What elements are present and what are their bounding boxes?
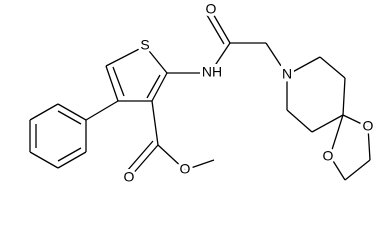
atom-label: N <box>282 66 292 82</box>
bond <box>57 110 82 125</box>
bond <box>105 65 119 102</box>
atom-labels: S NH O N O O O O <box>121 0 377 188</box>
bond <box>311 114 344 133</box>
bond <box>146 74 161 99</box>
bond <box>209 42 231 74</box>
bond <box>211 11 231 44</box>
bond <box>57 103 87 121</box>
bond <box>342 77 346 116</box>
bond <box>57 151 87 169</box>
bond <box>144 45 168 74</box>
atom-label: O <box>323 148 334 164</box>
bond <box>151 100 159 146</box>
bond <box>126 140 154 172</box>
bond <box>367 126 371 161</box>
bond <box>29 151 59 169</box>
atom-label: O <box>180 161 191 177</box>
bond <box>105 45 146 67</box>
bond <box>286 56 321 76</box>
bond <box>130 144 159 177</box>
structure-diagram: S NH O N O O O O <box>29 0 377 188</box>
bond <box>112 66 125 97</box>
atom-label: O <box>124 169 135 185</box>
bond <box>319 56 346 79</box>
bond <box>342 114 369 128</box>
bond <box>206 14 225 45</box>
bond <box>157 144 186 171</box>
atom-label: O <box>206 1 217 17</box>
bond <box>85 100 119 121</box>
atom-label: O <box>363 118 374 134</box>
atom-label: NH <box>202 64 222 80</box>
bond <box>57 147 82 162</box>
atom-label: S <box>140 37 149 53</box>
bond <box>344 159 371 181</box>
bond <box>29 103 59 121</box>
bond <box>329 155 346 181</box>
bond <box>329 114 344 157</box>
bonds <box>29 11 371 181</box>
bond <box>265 42 288 76</box>
page: {"molecule": {"labels": ["S", "NH", "O",… <box>29 0 377 188</box>
bond <box>286 109 313 133</box>
bond <box>151 72 168 102</box>
bond <box>184 159 215 171</box>
